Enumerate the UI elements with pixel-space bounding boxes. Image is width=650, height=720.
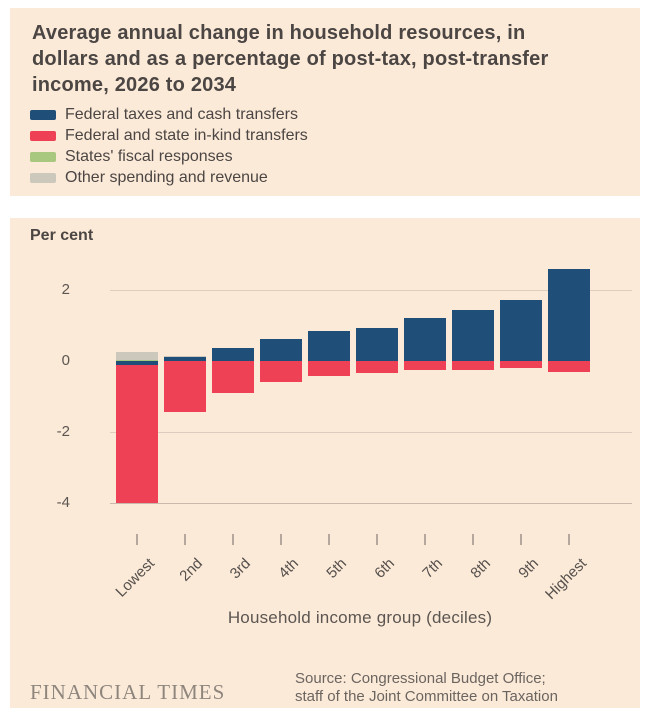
gridline-2 bbox=[110, 290, 632, 291]
legend-swatch-icon bbox=[30, 151, 56, 162]
x-tick bbox=[136, 534, 138, 545]
bar-segment bbox=[500, 361, 542, 369]
chart-title-line: dollars and as a percentage of post-tax,… bbox=[32, 48, 549, 70]
x-tick bbox=[280, 534, 282, 545]
bar-segment bbox=[452, 309, 494, 361]
x-tick bbox=[328, 534, 330, 545]
legend-item: Federal and state in-kind transfers bbox=[30, 125, 308, 146]
source-note: Source: Congressional Budget Office; sta… bbox=[295, 670, 558, 706]
chart-panel: Per cent 2 0 -2 -4 Lowest 2nd 3rd 4th 5th 6th 7th 8… bbox=[10, 218, 640, 708]
x-tick bbox=[568, 534, 570, 545]
x-tick bbox=[376, 534, 378, 545]
bar-segment bbox=[404, 361, 446, 370]
bar-segment bbox=[164, 357, 206, 361]
x-tick bbox=[232, 534, 234, 545]
legend-item: Other spending and revenue bbox=[30, 167, 308, 188]
x-tick bbox=[472, 534, 474, 545]
y-axis-unit-label: Per cent bbox=[30, 227, 94, 244]
bar-segment bbox=[212, 361, 254, 393]
x-tick bbox=[184, 534, 186, 545]
bar-segment bbox=[116, 361, 158, 365]
bar-segment bbox=[356, 361, 398, 374]
bar-segment bbox=[260, 361, 302, 383]
bar-segment bbox=[452, 361, 494, 370]
bar-segment bbox=[116, 352, 158, 360]
legend: Federal taxes and cash transfers Federal … bbox=[30, 104, 308, 188]
bar-segment bbox=[308, 330, 350, 361]
legend-swatch-icon bbox=[30, 130, 56, 141]
legend-swatch-icon bbox=[30, 172, 56, 183]
legend-item: Federal taxes and cash transfers bbox=[30, 104, 308, 125]
bar-segment bbox=[260, 338, 302, 361]
bar-segment bbox=[212, 347, 254, 361]
gridline--4 bbox=[110, 503, 632, 504]
legend-label: Other spending and revenue bbox=[65, 168, 268, 186]
chart-title-line: Average annual change in household resou… bbox=[32, 22, 526, 44]
y-tick-label: -4 bbox=[56, 494, 70, 511]
bar-segment bbox=[164, 361, 206, 413]
chart-title-line: income, 2026 to 2034 bbox=[32, 74, 237, 96]
legend-item: States' fiscal responses bbox=[30, 146, 308, 167]
bar-segment bbox=[308, 361, 350, 376]
legend-label: Federal taxes and cash transfers bbox=[65, 105, 299, 123]
x-tick bbox=[424, 534, 426, 545]
bar-segment bbox=[116, 364, 158, 503]
bar-segment bbox=[548, 268, 590, 361]
y-tick-label: -2 bbox=[56, 423, 70, 440]
bar-segment bbox=[548, 361, 590, 372]
x-axis-title: Household income group (deciles) bbox=[227, 608, 493, 627]
chart-title: Average annual change in household resou… bbox=[32, 20, 617, 98]
bar-segment bbox=[116, 359, 158, 361]
source-line-1: Source: Congressional Budget Office; bbox=[295, 670, 546, 687]
x-tick bbox=[520, 534, 522, 545]
bar-segment bbox=[164, 356, 206, 358]
legend-label: States' fiscal responses bbox=[65, 147, 233, 165]
financial-times-logo: FINANCIAL TIMES bbox=[30, 680, 226, 704]
bar-segment bbox=[500, 299, 542, 361]
source-line-2: staff of the Joint Committee on Taxation bbox=[295, 688, 558, 705]
legend-label: Federal and state in-kind transfers bbox=[65, 126, 308, 144]
legend-swatch-icon bbox=[30, 109, 56, 120]
y-tick-label: 2 bbox=[61, 281, 70, 298]
gridline--2 bbox=[110, 432, 632, 433]
plot-area: 2 0 -2 -4 Lowest 2nd 3rd 4th 5th 6th 7th 8th 9th High… bbox=[10, 218, 640, 708]
y-tick-label: 0 bbox=[61, 352, 70, 369]
header-panel: Average annual change in household resou… bbox=[10, 8, 640, 196]
bar-segment bbox=[404, 318, 446, 361]
bar-segment bbox=[356, 327, 398, 361]
